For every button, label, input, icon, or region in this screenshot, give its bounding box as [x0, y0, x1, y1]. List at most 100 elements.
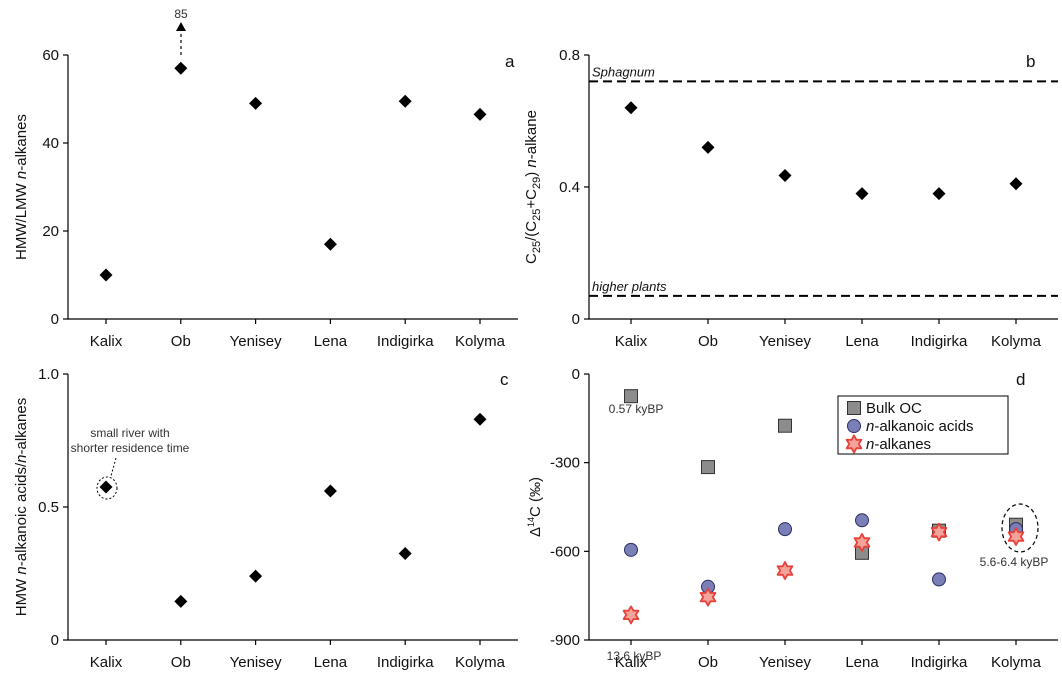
panel-b: b C25/(C25+C29) n-alkane 0 0.4 0.8 Kalix Ob… — [523, 47, 1058, 350]
panel-b-ytick-label: 0.8 — [559, 47, 580, 64]
panel-b-refline-label: Sphagnum — [592, 64, 655, 79]
panel-c-xtick-label: Lena — [314, 654, 348, 671]
panel-b-label: b — [1026, 52, 1035, 71]
panel-a-xtick-label: Indigirka — [377, 333, 434, 350]
panel-d-xtick-label: Kalix — [615, 654, 648, 671]
panel-b-xtick-label: Kalix — [615, 333, 648, 350]
panel-a-axes — [67, 55, 518, 320]
panel-a-ob-annotation: 85 — [174, 7, 188, 21]
panel-c-annotation-line1: small river with — [90, 426, 169, 440]
panel-d-annotation-kolyma: 5.6-6.4 kyBP — [980, 555, 1049, 569]
panel-d-point-yenisey-0 — [778, 418, 792, 433]
panel-a-xtick-label: Yenisey — [230, 333, 282, 350]
panel-d-xtick-label: Kolyma — [991, 654, 1042, 671]
panel-d-point-yenisey-2 — [776, 561, 794, 580]
panel-a-ylabel: HMW/LMW n-alkanes — [13, 114, 30, 260]
panel-b-ylabel: C25/(C25+C29) n-alkane — [523, 110, 543, 264]
panel-c-point-indigirka — [398, 547, 412, 561]
panel-a-xtick-label: Ob — [171, 333, 191, 350]
panel-a-ytick-label: 0 — [51, 311, 59, 328]
panel-c-xtick-label: Yenisey — [230, 654, 282, 671]
panel-a-ob-arrow: 85 — [174, 7, 188, 55]
panel-b-refline-label: higher plants — [592, 279, 667, 294]
panel-c-axes — [67, 374, 518, 641]
panel-a-xtick-label: Lena — [314, 333, 348, 350]
panel-d-point-indigirka-2 — [930, 522, 948, 542]
panel-d-point-ob-2 — [699, 587, 717, 607]
panel-d-annotation-057: 0.57 kyBP — [609, 402, 664, 416]
panel-a-point-lena — [323, 237, 337, 251]
panel-c-kalix-annotation: small river with shorter residence time — [71, 426, 190, 500]
panel-a-point-ob — [174, 61, 188, 75]
panel-d-ytick-label: -600 — [550, 543, 580, 560]
panel-a-label: a — [505, 52, 515, 71]
legend-label-2: n-alkanes — [866, 436, 931, 453]
panel-d: d Δ14C (‰) 0 -300 -600 -900 Kalix Ob Yenisey L… — [526, 366, 1058, 671]
panel-b-point-lena — [855, 187, 869, 201]
panel-d-point-yenisey-1 — [778, 522, 792, 537]
panel-d-point-ob-0 — [701, 460, 715, 475]
panel-c-ytick-label: 1.0 — [38, 366, 59, 383]
panel-c-xtick-label: Indigirka — [377, 654, 434, 671]
panel-d-ytick-label: -300 — [550, 455, 580, 472]
panel-d-ytick-label: -900 — [550, 632, 580, 649]
panel-b-xtick-label: Ob — [698, 333, 718, 350]
panel-c-point-ob — [174, 594, 188, 608]
panel-b-point-kalix — [624, 101, 638, 115]
panel-c-point-yenisey — [249, 569, 263, 583]
panel-c-xtick-label: Ob — [171, 654, 191, 671]
panel-d-annotation-136: 13.6 kyBP — [607, 649, 662, 663]
panel-a-ytick-label: 60 — [42, 47, 59, 64]
panel-d-point-kalix-1 — [624, 542, 638, 557]
panel-c-point-kalix — [99, 480, 113, 494]
panel-c-ytick-label: 0 — [51, 632, 59, 649]
panel-d-label: d — [1016, 370, 1025, 389]
panel-b-ytick-label: 0 — [572, 311, 580, 328]
panel-d-xtick-label: Ob — [698, 654, 718, 671]
panel-c: c HMW n-alkanoic acids/n-alkanes 0 0.5 1.0… — [13, 366, 518, 671]
panel-d-xtick-label: Indigirka — [911, 654, 968, 671]
panel-a-point-kalix — [99, 268, 113, 282]
panel-c-ytick-label: 0.5 — [38, 499, 59, 516]
panel-a-point-yenisey — [249, 96, 263, 110]
panel-a-xtick-label: Kolyma — [455, 333, 506, 350]
legend-marker-1 — [847, 419, 861, 433]
panel-c-ylabel: HMW n-alkanoic acids/n-alkanes — [13, 398, 30, 616]
legend-label-0: Bulk OC — [866, 400, 922, 417]
panel-d-point-indigirka-1 — [932, 572, 946, 587]
legend-marker-0 — [847, 401, 861, 415]
panel-c-point-kolyma — [473, 412, 487, 426]
panel-c-label: c — [500, 370, 509, 389]
panel-d-point-kalix-2 — [622, 605, 640, 625]
panel-a-point-indigirka — [398, 94, 412, 108]
panel-a-point-kolyma — [473, 107, 487, 121]
panel-b-ytick-label: 0.4 — [559, 179, 580, 196]
panel-c-xtick-label: Kolyma — [455, 654, 506, 671]
legend-marker-2 — [845, 434, 863, 454]
panel-d-point-lena-2 — [853, 533, 871, 552]
panel-b-point-ob — [701, 140, 715, 154]
panel-a-ytick-label: 40 — [42, 135, 59, 152]
panel-b-xtick-label: Yenisey — [759, 333, 811, 350]
legend-label-1: n-alkanoic acids — [866, 418, 974, 435]
panel-c-annotation-line2: shorter residence time — [71, 441, 190, 455]
panel-d-ylabel: Δ14C (‰) — [526, 477, 544, 537]
panel-d-point-kalix-0 — [624, 389, 638, 404]
panel-c-point-lena — [323, 484, 337, 498]
panel-b-point-indigirka — [932, 187, 946, 201]
panel-b-xtick-label: Kolyma — [991, 333, 1042, 350]
panel-a: a HMW/LMW n-alkanes 0 20 40 60 Kalix Ob Yenis… — [13, 7, 518, 350]
panel-b-xtick-label: Lena — [845, 333, 879, 350]
panel-b-point-kolyma — [1009, 177, 1023, 191]
panel-d-ytick-label: 0 — [572, 366, 580, 383]
panel-d-xtick-label: Lena — [845, 654, 879, 671]
panel-d-xtick-label: Yenisey — [759, 654, 811, 671]
panel-d-point-kolyma-2 — [1007, 527, 1025, 546]
panel-a-xtick-label: Kalix — [90, 333, 123, 350]
panel-c-xtick-label: Kalix — [90, 654, 123, 671]
panel-a-ytick-label: 20 — [42, 223, 59, 240]
panel-d-point-lena-1 — [855, 513, 869, 528]
panel-d-kolyma-circle — [1001, 503, 1039, 553]
